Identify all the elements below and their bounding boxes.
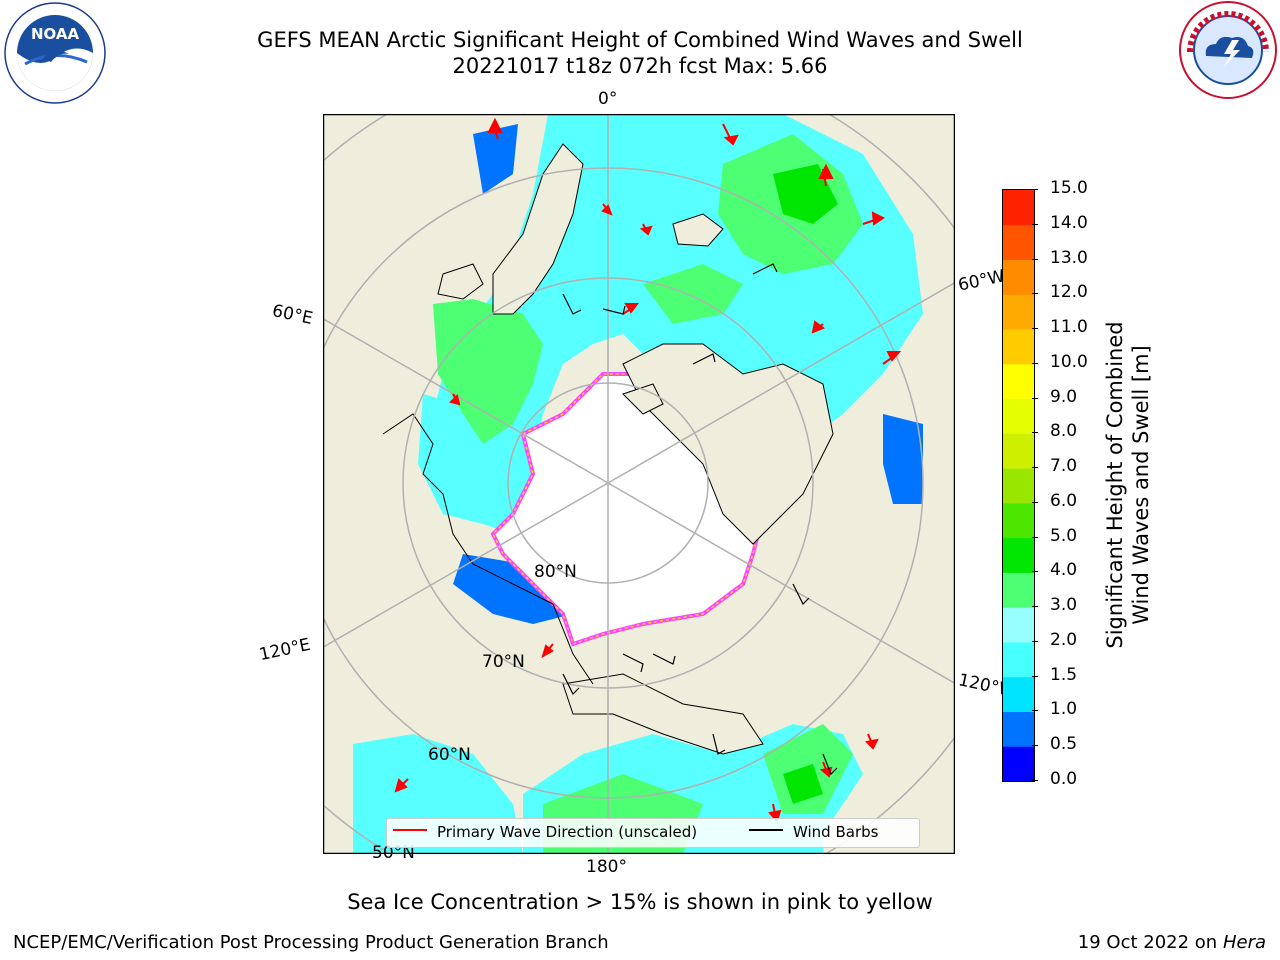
colorbar-tick-mark [1032, 258, 1038, 260]
colorbar-segment [1003, 259, 1034, 295]
colorbar-segment [1003, 433, 1034, 469]
colorbar-segment [1003, 572, 1034, 608]
colorbar-tick-label: 5.0 [1050, 525, 1078, 546]
lat-label-50n: 50°N [372, 843, 415, 863]
colorbar-tick-label: 1.0 [1050, 699, 1078, 720]
scandinavia [492, 143, 584, 315]
colorbar-tick-mark [1032, 397, 1038, 399]
colorbar-segment [1003, 224, 1034, 261]
footer-date: 19 Oct 2022 on Hera [1078, 932, 1266, 953]
colorbar-tick-label: 3.0 [1050, 595, 1078, 616]
colorbar-tick-mark [1032, 467, 1038, 469]
lat-label-60n: 60°N [428, 745, 471, 765]
svg-text:NOAA: NOAA [31, 25, 80, 43]
colorbar-tick-label: 6.0 [1050, 490, 1078, 511]
lat-label-80n: 80°N [534, 562, 577, 582]
colorbar-tick-label: 1.5 [1050, 664, 1078, 685]
colorbar-label-line1: Significant Height of Combined [1103, 321, 1127, 649]
colorbar-tick-label: 4.0 [1050, 560, 1078, 581]
footer-branch: NCEP/EMC/Verification Post Processing Pr… [13, 932, 609, 953]
map-frame [322, 113, 956, 855]
colorbar-tick-label: 13.0 [1050, 247, 1088, 268]
colorbar-tick-mark [1032, 640, 1038, 642]
colorbar-segment [1003, 329, 1034, 365]
colorbar-tick-label: 7.0 [1050, 456, 1078, 477]
colorbar-segment [1003, 294, 1034, 330]
lat-label-70n: 70°N [482, 652, 525, 672]
novaya-zemlya [437, 263, 484, 300]
colorbar-tick-label: 8.0 [1050, 421, 1078, 442]
legend-swatch-wind-barbs [749, 829, 783, 831]
colorbar-tick-label: 9.0 [1050, 386, 1078, 407]
colorbar-tick-label: 0.5 [1050, 734, 1078, 755]
colorbar-tick-mark [1032, 223, 1038, 225]
wind-barbs [562, 263, 838, 776]
colorbar-tick-label: 0.0 [1050, 769, 1078, 789]
colorbar-tick-mark [1032, 780, 1038, 781]
colorbar-tick-mark [1032, 571, 1038, 573]
colorbar-label: Significant Height of Combined Wind Wave… [1102, 285, 1154, 685]
svalbard [622, 383, 664, 415]
colorbar-tick-mark [1032, 189, 1038, 190]
colorbar-segment [1003, 190, 1034, 226]
colorbar-segment [1003, 641, 1034, 678]
colorbar-segment [1003, 711, 1034, 747]
arctic-map [322, 113, 956, 855]
siberia-coast [382, 413, 594, 685]
colorbar-tick-mark [1032, 501, 1038, 503]
colorbar-segment [1003, 468, 1034, 504]
colorbar-segment [1003, 398, 1034, 434]
wave-direction-arrows [394, 117, 902, 824]
lon-label-60w: 60°W [956, 266, 1007, 296]
colorbar-tick-label: 10.0 [1050, 351, 1088, 372]
colorbar-tick-mark [1032, 328, 1038, 330]
colorbar-ticks: 0.0 0.5 1.0 1.5 2.0 3.0 4.0 5.0 6.0 7.0 8.0 9.0 10.0… [1032, 178, 1106, 789]
colorbar-tick-mark [1032, 710, 1038, 712]
colorbar-tick-mark [1032, 536, 1038, 538]
ocean-east-siberian [453, 554, 573, 624]
nws-logo [1176, 0, 1280, 100]
greenland [622, 343, 834, 545]
lon-label-60e: 60°E [270, 300, 315, 330]
lon-label-0: 0° [598, 89, 618, 109]
colorbar-tick-label: 14.0 [1050, 212, 1088, 233]
colorbar-tick-label: 11.0 [1050, 317, 1088, 338]
colorbar-segment [1003, 502, 1034, 539]
colorbar-tick-mark [1032, 675, 1038, 677]
colorbar-label-line2: Wind Waves and Swell [m] [1129, 345, 1153, 625]
meridian-lines [323, 114, 955, 854]
colorbar-segment [1003, 607, 1034, 643]
legend-swatch-wave-direction [393, 829, 427, 831]
colorbar-segment [1003, 537, 1034, 573]
colorbar-tick-mark [1032, 606, 1038, 608]
ocean-hudson-bay [883, 414, 923, 504]
lon-label-120e: 120°E [257, 634, 313, 666]
wave-zone-barents [433, 299, 543, 444]
footer-host: Hera [1222, 932, 1266, 953]
colorbar-tick-label: 2.0 [1050, 629, 1078, 650]
plot-title-line2: 20221017 t18z 072h fcst Max: 5.66 [452, 54, 828, 78]
wave-zone-norway [643, 264, 743, 324]
legend-label-wind-barbs: Wind Barbs [793, 823, 879, 841]
colorbar-tick-label: 15.0 [1050, 178, 1088, 198]
sea-ice-note: Sea Ice Concentration > 15% is shown in … [347, 890, 933, 914]
map-legend: Primary Wave Direction (unscaled) Wind B… [386, 818, 920, 848]
colorbar-tick-mark [1032, 362, 1038, 364]
plot-title-line1: GEFS MEAN Arctic Significant Height of C… [257, 28, 1023, 52]
colorbar-tick-mark [1032, 293, 1038, 295]
footer-date-text: 19 Oct 2022 on [1077, 932, 1218, 953]
legend-label-wave-direction: Primary Wave Direction (unscaled) [437, 823, 698, 841]
noaa-logo: NOAA [3, 2, 107, 104]
lon-label-180: 180° [586, 857, 627, 877]
colorbar-segment [1003, 746, 1034, 781]
colorbar-tick-label: 12.0 [1050, 282, 1088, 303]
iceland [672, 213, 724, 247]
colorbar-segment [1003, 363, 1034, 400]
colorbar-tick-mark [1032, 432, 1038, 434]
colorbar-tick-mark [1032, 745, 1038, 747]
colorbar-segment [1003, 676, 1034, 712]
colorbar [1002, 189, 1035, 782]
wave-zone-gulf-alaska-peak [783, 764, 823, 804]
ocean-baltic [473, 124, 518, 194]
